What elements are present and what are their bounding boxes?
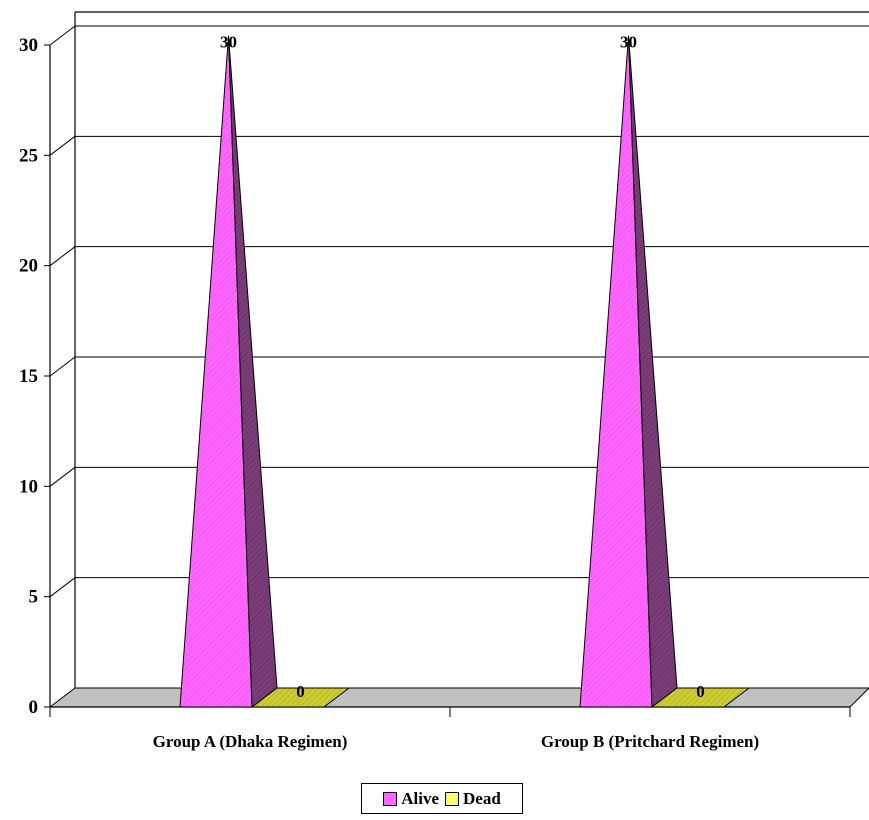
x-category-label: Group B (Pritchard Regimen) (541, 732, 759, 751)
gridline-depth (49, 246, 76, 267)
x-category-label: Group A (Dhaka Regimen) (153, 732, 348, 751)
gridline-depth (49, 356, 76, 377)
chart-marks (179, 35, 751, 708)
data-label-dead: 0 (696, 682, 705, 701)
y-tick-label: 10 (19, 476, 38, 497)
floor-plane (48, 687, 869, 708)
y-tick-label: 25 (19, 145, 38, 166)
legend-swatch-alive (383, 791, 398, 806)
y-tick-label: 5 (29, 587, 39, 608)
legend-label-dead: Dead (463, 788, 501, 808)
legend-item-alive: Alive (383, 789, 439, 809)
plot-back-wall (49, 11, 869, 688)
legend-swatch-dead (445, 791, 459, 806)
data-label-alive: 30 (220, 33, 237, 52)
gridline-depth (49, 466, 76, 487)
y-tick-label: 30 (19, 35, 38, 56)
gridline-depth (49, 577, 76, 598)
data-label-alive: 30 (620, 33, 637, 52)
legend-label-alive: Alive (401, 788, 439, 808)
y-tick-label: 20 (19, 256, 38, 277)
legend: Alive Dead (361, 783, 523, 814)
y-axis: 0 5 10 15 20 25 30 (19, 35, 851, 718)
data-label-dead: 0 (296, 682, 305, 701)
gridline-depth (49, 135, 76, 156)
legend-item-dead: Dead (445, 789, 501, 809)
pyramid-dead-base (650, 687, 751, 708)
y-tick-label: 15 (19, 366, 38, 387)
plot-floor (48, 687, 869, 708)
gridline-depth (49, 25, 76, 46)
y-tick-label: 0 (29, 697, 39, 718)
chart-labels: Group A (Dhaka Regimen) Group B (Pritchar… (153, 33, 760, 752)
pyramid-dead-base (250, 687, 351, 708)
